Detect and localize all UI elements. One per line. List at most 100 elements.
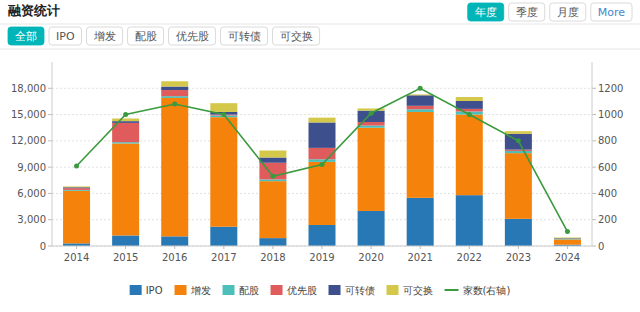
legend-label: IPO xyxy=(146,285,163,296)
tick xyxy=(371,246,372,249)
bar-segment xyxy=(358,211,385,246)
tick-label: 6,000 xyxy=(17,188,46,199)
grid-line xyxy=(52,114,592,115)
line-marker xyxy=(320,162,325,167)
tick-label: 2017 xyxy=(211,252,236,263)
bar-segment xyxy=(309,159,336,162)
annotation[interactable]: 配股 xyxy=(135,30,157,43)
bar-segment xyxy=(63,188,90,190)
tick-label: 9,000 xyxy=(17,162,46,173)
title: 融资统计 xyxy=(8,3,60,18)
annotation-box[interactable] xyxy=(221,27,268,45)
tick xyxy=(48,167,52,168)
bar-segment xyxy=(210,227,237,246)
annotation[interactable]: 优先股 xyxy=(176,30,209,43)
annotation-box[interactable] xyxy=(128,27,164,45)
tick-label: 18,000 xyxy=(11,83,46,94)
tick xyxy=(592,114,596,115)
annotation-box[interactable] xyxy=(509,3,545,21)
tick-label: 600 xyxy=(598,162,617,173)
annotation-box[interactable] xyxy=(550,3,586,21)
annotation[interactable]: 可转债 xyxy=(228,30,261,43)
bar-segment xyxy=(112,142,139,143)
marks xyxy=(63,81,581,246)
bar-segment xyxy=(456,97,483,101)
annotation[interactable]: IPO xyxy=(56,30,75,43)
annotation-box[interactable] xyxy=(49,27,82,45)
tick-label: 400 xyxy=(598,188,617,199)
bar-segment xyxy=(554,238,581,240)
bar-segment xyxy=(554,238,581,239)
bar-segment xyxy=(407,198,434,246)
tick-label: 2023 xyxy=(506,252,531,263)
bar-series xyxy=(63,90,581,239)
bar-segment xyxy=(456,101,483,109)
bar-segment xyxy=(259,158,286,163)
separator xyxy=(0,24,640,25)
bar-segment xyxy=(63,191,90,244)
bar-segment xyxy=(161,96,188,98)
annotation[interactable]: 全部 xyxy=(15,30,37,43)
bar-segment xyxy=(554,239,581,244)
chart: 融资统计年度季度月度More全部IPO增发配股优先股可转债可交换03,0006,… xyxy=(0,0,640,312)
tick-label: 800 xyxy=(598,135,617,146)
annotation-box[interactable] xyxy=(169,27,216,45)
grid xyxy=(52,88,592,246)
bar-segment xyxy=(161,81,188,86)
annotation[interactable]: 年度 xyxy=(475,6,497,19)
bar-segment xyxy=(505,219,532,246)
tick xyxy=(592,193,596,194)
bar-segment xyxy=(161,90,188,96)
line-marker xyxy=(123,112,128,117)
line-series xyxy=(74,86,570,234)
bar-segment xyxy=(505,151,532,153)
tick-label: 200 xyxy=(598,214,617,225)
bar-segment xyxy=(456,115,483,196)
legend-label: 可交换 xyxy=(403,285,433,296)
tick-label: 2016 xyxy=(162,252,187,263)
bar-segment xyxy=(112,119,139,122)
tick xyxy=(518,246,519,249)
line-marker xyxy=(565,229,570,234)
annotation[interactable]: 月度 xyxy=(557,6,579,19)
bar-segment xyxy=(161,87,188,91)
bar-segment xyxy=(161,98,188,236)
bar-segment xyxy=(259,150,286,157)
bar-segment xyxy=(407,109,434,112)
bar-segment xyxy=(259,181,286,238)
legend-label: 家数(右轴) xyxy=(463,285,511,296)
bar-segment xyxy=(309,122,336,147)
tick-label: 2014 xyxy=(64,252,89,263)
bar-segment xyxy=(309,225,336,246)
annotation-box[interactable] xyxy=(87,27,123,45)
legend-swatch xyxy=(445,289,459,291)
tick xyxy=(48,193,52,194)
tick-label: 15,000 xyxy=(11,109,46,120)
line-marker xyxy=(369,111,374,116)
grid-line xyxy=(52,88,592,89)
bar-segment xyxy=(63,186,90,188)
bar-segment xyxy=(112,143,139,235)
annotation[interactable]: 增发 xyxy=(93,30,116,43)
y-axis xyxy=(52,62,53,246)
bar-segment xyxy=(63,187,90,189)
tick-label: 0 xyxy=(598,241,604,252)
bar-segment xyxy=(112,235,139,246)
legend-label: 增发 xyxy=(190,285,211,296)
bar-segment xyxy=(259,238,286,246)
annotation[interactable]: 季度 xyxy=(516,6,538,19)
tick-label: 2021 xyxy=(407,252,432,263)
annotation-box[interactable] xyxy=(591,3,632,21)
tick-label: 1000 xyxy=(598,109,623,120)
annotation-box[interactable] xyxy=(8,27,44,45)
annotation-box[interactable] xyxy=(468,3,504,21)
tick xyxy=(420,246,421,249)
annotation-group: 年度 季度 月度 More xyxy=(468,3,632,21)
annotation[interactable]: 可交换 xyxy=(280,30,313,43)
annotation-box[interactable] xyxy=(273,27,320,45)
tick xyxy=(48,219,52,220)
tick xyxy=(48,114,52,115)
annotation[interactable]: More xyxy=(598,6,626,19)
tick xyxy=(592,219,596,220)
legend-swatch xyxy=(223,285,235,295)
